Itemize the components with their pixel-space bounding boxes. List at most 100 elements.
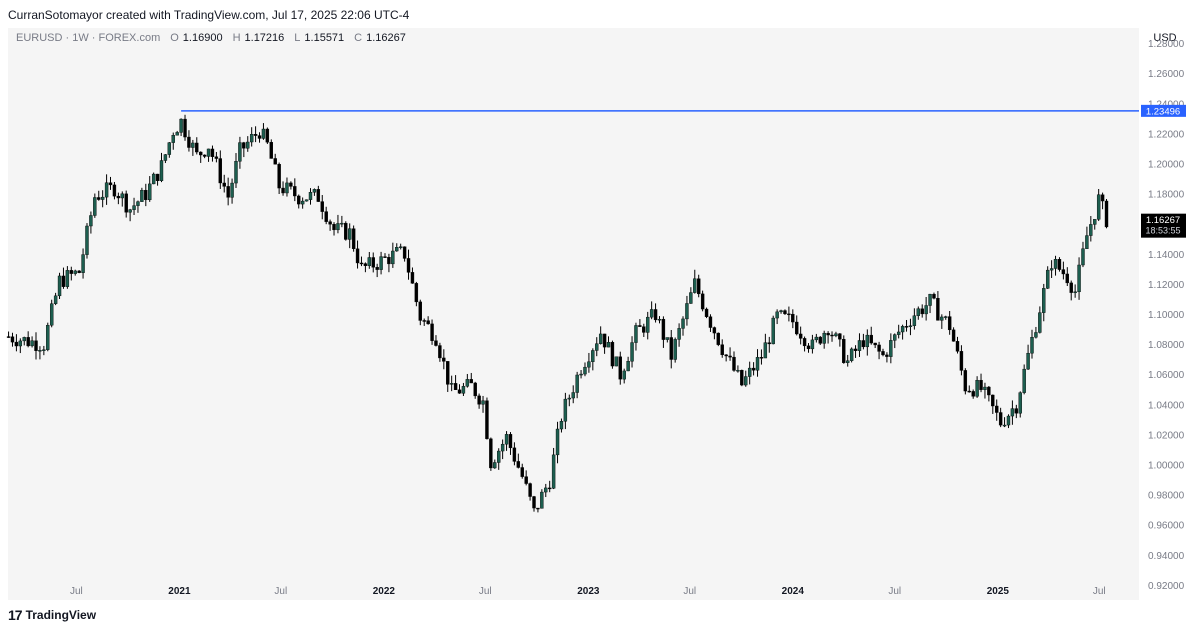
candle-body (500, 443, 505, 452)
y-tick-label: 1.24000 (1148, 99, 1185, 110)
candle-body (559, 421, 564, 430)
candle-body (171, 135, 175, 143)
candle-body (387, 257, 391, 265)
candle-body (583, 366, 587, 375)
candle-body (1018, 392, 1022, 414)
candle-body (112, 184, 117, 197)
candle-body (998, 412, 1003, 426)
y-tick-label: 1.02000 (1148, 430, 1185, 441)
x-tick-label: Jul (1093, 586, 1106, 597)
candle-body (861, 340, 866, 348)
candle-body (626, 361, 630, 372)
candle-body (693, 278, 697, 293)
candle-body (375, 267, 379, 270)
candle-body (838, 333, 842, 340)
candle-body (987, 386, 991, 396)
y-tick-label: 1.18000 (1148, 190, 1185, 201)
candle-body (826, 332, 830, 336)
candle-body (1042, 288, 1046, 313)
low-value: 1.15571 (304, 32, 345, 44)
x-tick-label: 2025 (987, 586, 1010, 597)
candle-body (69, 270, 74, 274)
candle-body (175, 132, 179, 136)
candle-body (712, 327, 717, 334)
candle-body (257, 135, 262, 139)
candle-body (630, 342, 634, 362)
candle-body (700, 293, 705, 310)
candle-body (89, 215, 93, 227)
candle-body (877, 344, 881, 352)
candle-body (159, 160, 164, 182)
y-tick-label: 1.10000 (1148, 310, 1185, 321)
candle-body (724, 354, 728, 357)
candle-body (497, 450, 501, 463)
y-tick-label: 0.98000 (1148, 491, 1185, 502)
candle-body (187, 136, 191, 148)
candle-body (493, 462, 497, 469)
candle-body (575, 374, 579, 393)
candle-body (155, 173, 160, 182)
currency-label[interactable]: USD (1144, 28, 1186, 48)
symbol-label[interactable]: EURUSD · 1W · FOREX.com (16, 32, 161, 44)
candle-body (649, 309, 654, 318)
candle-body (320, 201, 324, 212)
candle-body (732, 356, 736, 371)
candle-body (1104, 200, 1109, 228)
candle-body (916, 308, 920, 316)
candle-body (1057, 259, 1062, 270)
candle-body (30, 340, 34, 347)
candle-body (532, 496, 536, 509)
candle-body (242, 142, 246, 149)
candle-body (73, 270, 77, 274)
candle-body (951, 329, 956, 342)
candle-body (885, 354, 889, 357)
candle-body (955, 341, 960, 352)
last-price-tag (1141, 213, 1186, 238)
candle-body (979, 379, 983, 390)
candle-body (606, 342, 611, 348)
symbol-legend: EURUSD · 1W · FOREX.com O 1.16900 H 1.1721… (16, 32, 406, 44)
candle-body (6, 336, 11, 338)
candle-body (222, 182, 226, 187)
candle-body (795, 321, 799, 335)
candle-body (598, 333, 603, 344)
candle-body (947, 316, 952, 331)
candle-body (210, 148, 215, 157)
candle-body (179, 118, 183, 133)
candle-body (414, 283, 419, 303)
candle-body (348, 228, 352, 240)
candle-body (528, 483, 532, 497)
candle-body (944, 316, 948, 318)
x-tick-label: 2023 (577, 586, 600, 597)
high-value: 1.17216 (244, 32, 285, 44)
candle-body (238, 142, 242, 162)
candle-body (1077, 264, 1081, 293)
candle-body (465, 379, 470, 387)
candle-body (140, 189, 144, 202)
candle-body (928, 293, 932, 306)
candle-body (547, 487, 552, 490)
candle-body (696, 278, 701, 295)
candle-body (728, 355, 732, 358)
candle-body (540, 491, 544, 509)
candle-body (351, 228, 356, 250)
candle-body (461, 386, 466, 394)
candle-body (991, 394, 995, 407)
candle-body (1081, 248, 1085, 266)
candle-body (571, 392, 575, 399)
candle-body (167, 142, 172, 155)
chart-area[interactable] (8, 28, 1139, 600)
candle-body (744, 376, 748, 386)
candle-body (359, 262, 364, 265)
candle-body (889, 340, 893, 357)
candle-body (395, 247, 399, 252)
candle-body (677, 328, 681, 340)
candle-body (430, 323, 434, 341)
candle-body (900, 326, 905, 333)
candle-body (218, 158, 223, 184)
candle-body (434, 340, 438, 346)
candle-body (14, 341, 19, 347)
candle-body (398, 246, 403, 248)
level-price-tag (1141, 104, 1186, 117)
candle-body (230, 182, 234, 198)
